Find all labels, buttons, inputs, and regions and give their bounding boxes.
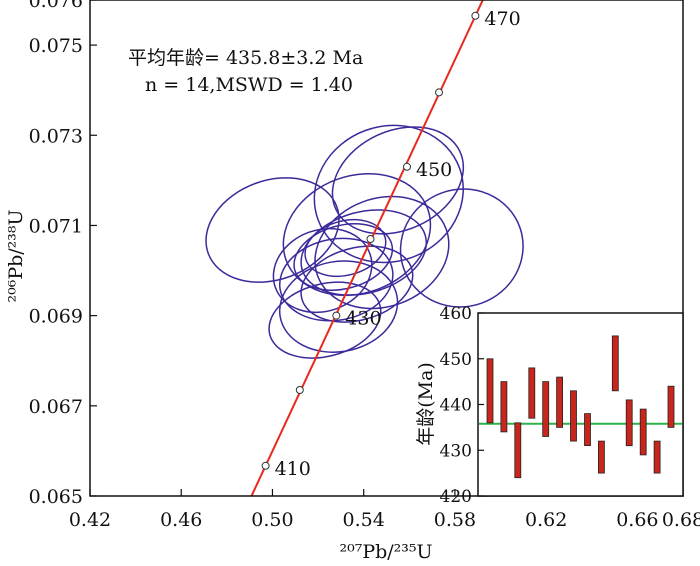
error-ellipse-8 [300,209,428,296]
error-ellipse-13 [272,227,373,314]
y-tick-label-0.075: 0.075 [29,35,83,57]
inset-y-tick-label-450: 450 [440,350,472,370]
error-ellipse-group [205,124,524,359]
main-axis-ticks: 0.42 0.46 0.50 0.54 0.58 0.62 0.66 0.68 0.065 0.0… [29,0,700,531]
x-tick-label-0.58: 0.58 [434,509,476,531]
y-tick-label-0.076: 0.076 [29,0,83,12]
error-ellipse-2 [313,124,464,264]
error-ellipse-12 [268,281,382,359]
inset-y-tick-label-440: 440 [440,396,472,416]
age-bar-13 [653,440,661,474]
age-bar-6 [556,376,563,428]
age-marker-3 [332,311,341,320]
y-tick-label-0.071: 0.071 [29,215,83,237]
age-bar-9 [598,440,605,474]
y-tick-label-0.069: 0.069 [29,306,83,328]
inset-y-tick-label-460: 460 [440,304,472,324]
inset-axis-ticks: 420 430 440 450 460 [440,304,484,507]
age-bar-1 [486,358,494,424]
inset-y-tick-label-420: 420 [440,487,472,507]
concordia-curve-group [250,0,484,496]
age-bar-4 [528,367,536,419]
age-marker-1 [261,461,270,470]
error-ellipse-3 [331,126,465,235]
error-ellipse-4 [399,188,524,308]
inset-y-tick-label-430: 430 [440,441,472,461]
age-label-410: 410 [275,458,311,480]
age-bar-8 [584,413,591,447]
age-bar-5 [542,381,550,437]
age-bar-3 [514,422,522,479]
age-label-450: 450 [416,159,452,181]
inset-bar-group [486,335,675,479]
age-bar-12 [639,408,647,456]
error-ellipse-7 [293,223,394,291]
x-tick-label-0.62: 0.62 [525,509,567,531]
plot-frame [89,0,684,497]
error-ellipse-6 [314,195,450,310]
y-tick-label-0.073: 0.073 [29,125,83,147]
error-ellipse-1 [205,177,340,283]
inset-background [477,312,684,497]
error-ellipse-14 [304,218,387,278]
mean-age-annotation: 平均年龄= 435.8±3.2 Ma [128,47,363,69]
x-tick-label-0.66: 0.66 [616,509,658,531]
age-bar-10 [611,335,619,392]
y-tick-label-0.067: 0.067 [29,396,83,418]
age-label-470: 470 [484,8,520,30]
age-bar-7 [570,390,577,442]
age-marker-2 [295,386,304,394]
x-tick-label-0.54: 0.54 [343,509,385,531]
y-tick-label-0.065: 0.065 [29,486,83,508]
y-axis-label: ²⁰⁶Pb/²³⁸U [5,209,27,302]
x-tick-label-0.46: 0.46 [160,509,202,531]
age-marker-4 [366,235,375,243]
x-tick-label-0.68: 0.68 [662,509,700,531]
age-marker-6 [435,88,443,97]
error-ellipse-9 [278,237,394,322]
inset-y-axis-label: 年龄(Ma) [415,362,437,446]
age-bar-14 [667,385,675,428]
age-marker-group: 410 430 450 470 [261,8,521,480]
n-mswd-annotation: n = 14,MSWD = 1.40 [145,74,353,96]
x-axis-label: ²⁰⁷Pb/²³⁵U [339,541,432,563]
x-tick-label-0.50: 0.50 [251,509,293,531]
age-label-430: 430 [345,308,381,330]
x-tick-label-0.42: 0.42 [69,509,111,531]
age-marker-5 [403,162,411,171]
error-ellipse-5 [282,172,432,297]
concordia-curve [250,0,484,496]
error-ellipse-11 [300,245,414,323]
age-bar-2 [500,381,508,433]
age-marker-7 [471,11,480,20]
age-bar-11 [625,399,633,447]
